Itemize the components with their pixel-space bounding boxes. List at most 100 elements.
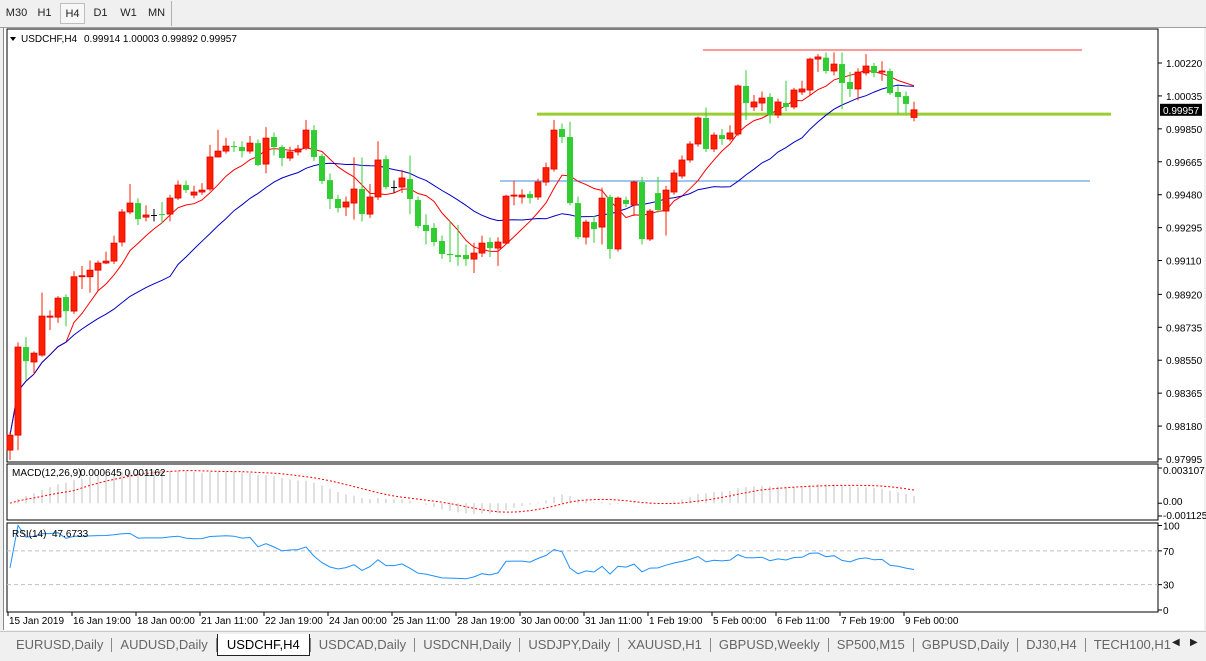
candle-body[interactable] xyxy=(94,262,102,271)
candle-body[interactable] xyxy=(54,297,62,318)
candle-body[interactable] xyxy=(110,242,118,262)
candle-body[interactable] xyxy=(398,177,406,188)
candle-body[interactable] xyxy=(623,200,629,204)
candle-body[interactable] xyxy=(750,101,758,108)
candle-body[interactable] xyxy=(166,197,174,215)
candle-body[interactable] xyxy=(567,137,573,204)
chart-tab[interactable]: EURUSD,Daily xyxy=(16,637,104,652)
chart-window[interactable] xyxy=(3,28,1204,630)
candle-body[interactable] xyxy=(910,109,918,118)
candle-body[interactable] xyxy=(374,159,382,198)
candle-body[interactable] xyxy=(38,315,46,356)
candle-body[interactable] xyxy=(774,101,782,116)
candle-body[interactable] xyxy=(670,172,678,193)
candle-body[interactable] xyxy=(86,269,94,278)
candle-body[interactable] xyxy=(463,255,469,260)
candle-body[interactable] xyxy=(359,189,365,215)
candle-body[interactable] xyxy=(327,180,333,199)
candle-body[interactable] xyxy=(478,242,486,254)
candle-body[interactable] xyxy=(630,181,638,206)
candle-body[interactable] xyxy=(734,85,742,135)
candle-body[interactable] xyxy=(455,255,461,257)
candle-body[interactable] xyxy=(342,201,350,208)
candle-body[interactable] xyxy=(391,187,397,189)
candle-body[interactable] xyxy=(662,189,670,212)
candle-body[interactable] xyxy=(6,434,14,451)
candle-body[interactable] xyxy=(527,193,533,199)
chart-tab[interactable]: TECH100,H1 xyxy=(1093,637,1172,652)
candle-body[interactable] xyxy=(487,242,493,249)
candle-body[interactable] xyxy=(14,346,22,436)
candle-body[interactable] xyxy=(286,151,294,159)
candle-body[interactable] xyxy=(550,129,558,170)
candle-body[interactable] xyxy=(542,167,550,183)
candle-body[interactable] xyxy=(151,214,157,216)
candle-body[interactable] xyxy=(63,297,69,312)
timeframe-d1-button[interactable]: D1 xyxy=(93,7,108,19)
candle-body[interactable] xyxy=(703,117,709,149)
candle-body[interactable] xyxy=(598,197,606,228)
candle-body[interactable] xyxy=(607,197,613,249)
chart-tab[interactable]: AUDUSD,Daily xyxy=(120,637,208,652)
candle-body[interactable] xyxy=(174,184,182,199)
candle-body[interactable] xyxy=(510,194,518,197)
candle-body[interactable] xyxy=(806,58,814,91)
candle-body[interactable] xyxy=(646,210,654,240)
candle-body[interactable] xyxy=(294,148,302,153)
candle-body[interactable] xyxy=(70,276,78,312)
candle-body[interactable] xyxy=(871,66,877,73)
candle-body[interactable] xyxy=(655,193,661,211)
candle-body[interactable] xyxy=(518,194,526,198)
candle-body[interactable] xyxy=(895,92,901,97)
candle-body[interactable] xyxy=(790,89,798,108)
chart-tab[interactable]: USDCNH,Daily xyxy=(423,637,512,652)
candle-body[interactable] xyxy=(319,156,325,181)
timeframe-w1-button[interactable]: W1 xyxy=(120,7,137,19)
candle-body[interactable] xyxy=(46,315,54,318)
candle-body[interactable] xyxy=(814,56,822,60)
candle-body[interactable] xyxy=(686,143,694,161)
candle-body[interactable] xyxy=(350,188,358,204)
candle-body[interactable] xyxy=(366,196,374,215)
candle-body[interactable] xyxy=(198,189,206,193)
candle-body[interactable] xyxy=(423,224,429,232)
chart-tab[interactable]: GBPUSD,Daily xyxy=(921,637,1010,652)
candle-body[interactable] xyxy=(559,129,565,138)
candle-body[interactable] xyxy=(302,129,310,149)
timeframe-h1-button[interactable]: H1 xyxy=(37,7,52,19)
candle-body[interactable] xyxy=(783,103,789,107)
candle-body[interactable] xyxy=(271,137,277,148)
candle-body[interactable] xyxy=(534,181,542,198)
candle-body[interactable] xyxy=(502,195,510,244)
chart-tab[interactable]: XAUUSD,H1 xyxy=(627,637,702,652)
candle-body[interactable] xyxy=(614,197,622,250)
candle-body[interactable] xyxy=(447,253,453,256)
timeframe-h4-button[interactable]: H4 xyxy=(60,3,85,24)
candle-body[interactable] xyxy=(102,260,110,264)
candle-body[interactable] xyxy=(262,137,270,165)
candle-body[interactable] xyxy=(758,97,766,104)
chart-tab[interactable]: GBPUSD,Weekly xyxy=(718,637,820,652)
collapse-triangle-icon[interactable] xyxy=(10,37,16,41)
candle-body[interactable] xyxy=(862,65,870,74)
candle-body[interactable] xyxy=(431,227,437,243)
candle-body[interactable] xyxy=(255,143,261,165)
candle-body[interactable] xyxy=(575,203,581,238)
candle-body[interactable] xyxy=(854,71,862,90)
candle-body[interactable] xyxy=(30,352,38,363)
candle-body[interactable] xyxy=(78,275,86,278)
candle-body[interactable] xyxy=(142,214,150,218)
candle-body[interactable] xyxy=(383,159,389,188)
candle-body[interactable] xyxy=(23,347,29,362)
candle-body[interactable] xyxy=(159,214,165,216)
candle-body[interactable] xyxy=(903,96,909,104)
candle-body[interactable] xyxy=(407,179,413,199)
chart-tab[interactable]: SP500,M15 xyxy=(836,637,905,652)
candle-body[interactable] xyxy=(743,85,749,104)
candle-body[interactable] xyxy=(222,145,230,152)
candle-body[interactable] xyxy=(190,191,198,196)
candle-body[interactable] xyxy=(694,117,702,145)
candle-body[interactable] xyxy=(246,142,254,152)
candle-body[interactable] xyxy=(126,202,134,213)
